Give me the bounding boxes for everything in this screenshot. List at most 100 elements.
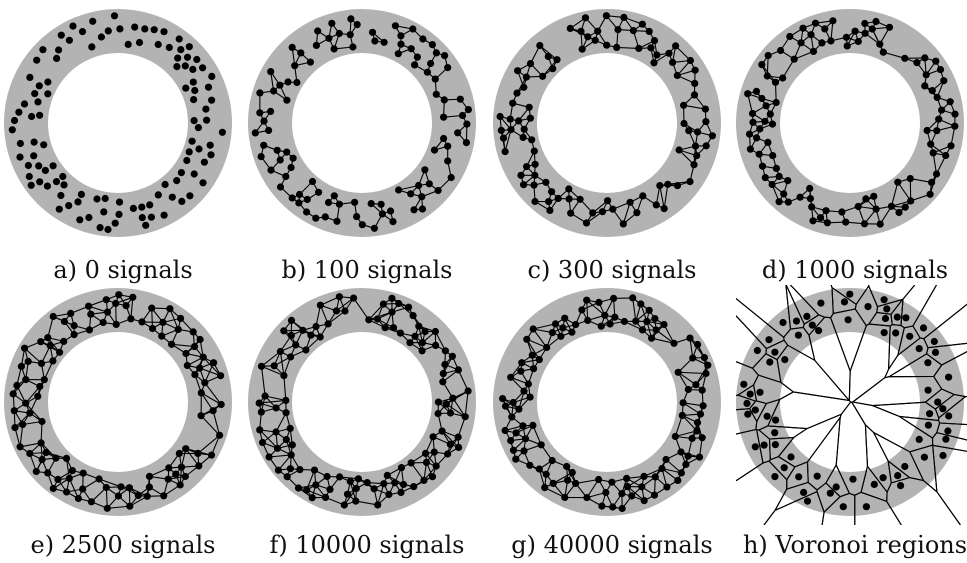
graph-node: [283, 148, 291, 156]
graph-node: [20, 100, 29, 108]
graph-edge: [659, 185, 665, 209]
graph-node: [197, 389, 205, 397]
graph-node: [291, 62, 299, 70]
graph-node: [44, 90, 52, 98]
graph-edge: [552, 472, 573, 484]
graph-node: [129, 293, 137, 301]
graph-node: [11, 424, 19, 432]
graph-node: [680, 119, 688, 128]
graph-node: [947, 142, 955, 150]
graph-edge: [526, 339, 540, 360]
graph-node: [517, 171, 525, 179]
graph-edge: [368, 311, 393, 321]
graph-node: [524, 380, 532, 388]
graph-node: [768, 180, 776, 189]
graph-node: [274, 466, 282, 474]
graph-node: [813, 472, 821, 480]
graph-node: [572, 321, 580, 329]
graph-node: [204, 83, 213, 91]
graph-node: [255, 399, 263, 407]
graph-node: [413, 53, 421, 61]
graph-node: [37, 359, 46, 367]
voronoi-edge: [851, 402, 866, 426]
graph-node: [160, 28, 168, 36]
graph-node: [272, 404, 280, 412]
graph-node: [919, 324, 928, 332]
graph-node: [103, 504, 111, 512]
graph-node: [781, 356, 789, 364]
graph-node: [752, 87, 761, 95]
graph-node: [420, 476, 428, 484]
graph-edge: [782, 58, 795, 79]
graph-node: [190, 170, 198, 178]
graph-node: [399, 480, 408, 489]
graph-node: [333, 217, 341, 225]
graph-node: [638, 326, 647, 334]
graph-node: [779, 74, 787, 82]
annulus-hole: [780, 53, 920, 193]
graph-node: [115, 198, 124, 206]
graph-node: [581, 14, 590, 22]
graph-node: [40, 376, 48, 384]
graph-node: [797, 39, 805, 47]
graph-node: [112, 299, 120, 307]
graph-node: [16, 443, 24, 451]
graph-node: [112, 320, 120, 328]
graph-node: [93, 195, 101, 203]
graph-node: [851, 27, 859, 35]
graph-node: [363, 479, 371, 487]
graph-node: [936, 66, 945, 74]
graph-node: [610, 294, 618, 302]
graph-edge: [883, 51, 905, 59]
graph-node: [396, 329, 404, 337]
voronoi-edge: [899, 415, 939, 421]
graph-node: [389, 324, 398, 332]
voronoi-edge: [830, 285, 833, 288]
graph-node: [188, 137, 196, 145]
graph-node: [531, 160, 539, 168]
graph-node: [922, 71, 930, 79]
graph-node: [673, 71, 681, 80]
panel-g: g) 40000 signals: [493, 285, 731, 559]
graph-node: [434, 410, 442, 418]
graph-node: [693, 419, 702, 427]
graph-node: [380, 480, 388, 488]
graph-edge: [675, 430, 698, 438]
graph-node: [312, 41, 320, 50]
caption-b: b) 100 signals: [281, 256, 453, 284]
graph-node: [10, 407, 18, 415]
graph-node: [839, 503, 847, 511]
graph-edge: [269, 454, 292, 458]
graph-node: [639, 192, 647, 200]
graph-edge: [575, 478, 599, 484]
voronoi-edge: [830, 317, 851, 372]
graph-node: [287, 316, 296, 324]
graph-node: [421, 328, 429, 336]
voronoi-edge: [923, 338, 929, 348]
graph-node: [799, 24, 807, 32]
voronoi-edge: [808, 316, 826, 336]
graph-node: [330, 45, 338, 53]
graph-node: [56, 348, 64, 356]
graph-node: [141, 25, 149, 33]
graph-node: [755, 150, 763, 158]
graph-node: [288, 43, 296, 52]
graph-node: [623, 483, 632, 491]
graph-node: [430, 448, 438, 456]
graph-node: [101, 194, 109, 203]
graph-node: [273, 444, 282, 452]
graph-node: [618, 504, 626, 513]
voronoi-edge: [909, 451, 924, 481]
voronoi-edge: [823, 496, 841, 513]
graph-node: [270, 87, 278, 95]
graph-node: [823, 219, 831, 227]
graph-node: [598, 502, 606, 510]
voronoi-edge: [774, 491, 818, 511]
graph-node: [897, 482, 905, 490]
graph-node: [267, 166, 275, 174]
graph-node: [647, 44, 655, 52]
voronoi-edge: [774, 488, 788, 511]
graph-node: [595, 475, 603, 484]
graph-node: [273, 146, 281, 154]
graph-node: [784, 198, 792, 206]
